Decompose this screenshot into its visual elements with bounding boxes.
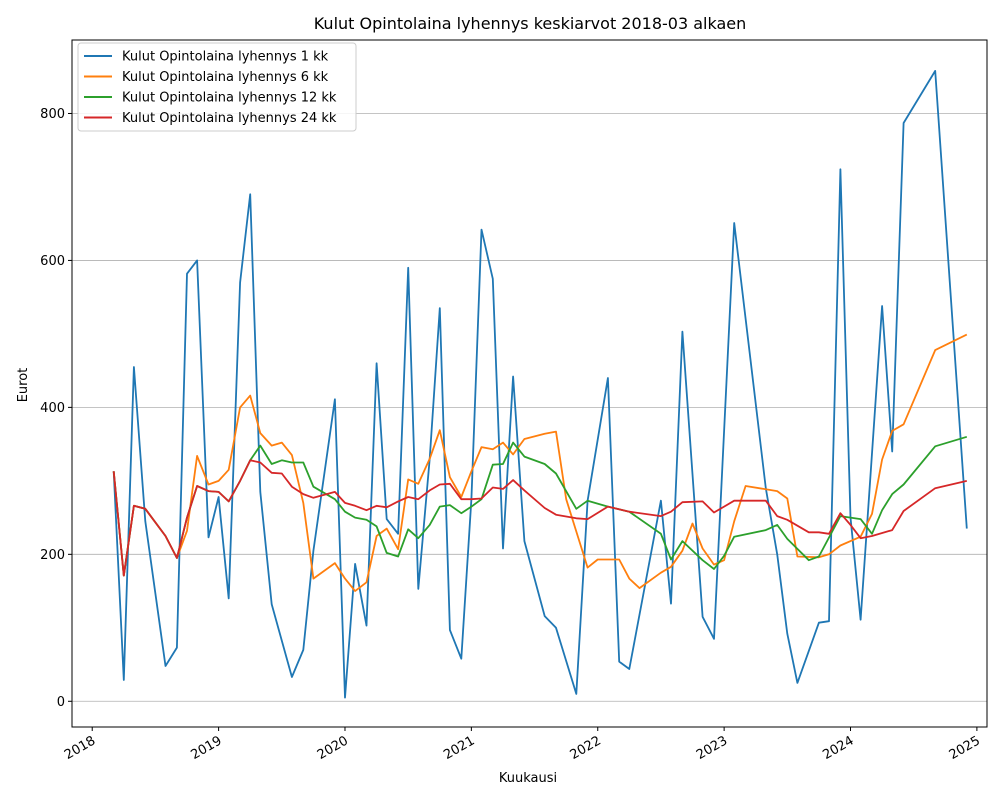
chart-title: Kulut Opintolaina lyhennys keskiarvot 20… (314, 14, 747, 33)
series-line-4 (112, 459, 968, 577)
y-tick-label: 600 (40, 254, 65, 269)
y-axis-label: Eurot (16, 368, 31, 403)
y-tick-label: 800 (40, 107, 65, 122)
y-tick-label: 400 (40, 401, 65, 416)
legend-label: Kulut Opintolaina lyhennys 1 kk (122, 50, 329, 65)
legend-label: Kulut Opintolaina lyhennys 12 kk (122, 91, 337, 106)
y-tick-label: 200 (40, 548, 65, 563)
x-axis-label: Kuukausi (499, 771, 557, 786)
series-lines (112, 70, 968, 699)
legend-box (77, 42, 357, 132)
legend-label: Kulut Opintolaina lyhennys 6 kk (122, 70, 329, 85)
legend-label: Kulut Opintolaina lyhennys 24 kk (122, 111, 337, 126)
y-tick-label: 0 (57, 695, 65, 710)
y-axis-ticks: 0 200 400 600 800 (40, 107, 72, 710)
legend: Kulut Opintolaina lyhennys 1 kk Kulut Opi… (77, 42, 357, 132)
plot-frame (71, 39, 988, 728)
series-line-2 (112, 333, 968, 592)
